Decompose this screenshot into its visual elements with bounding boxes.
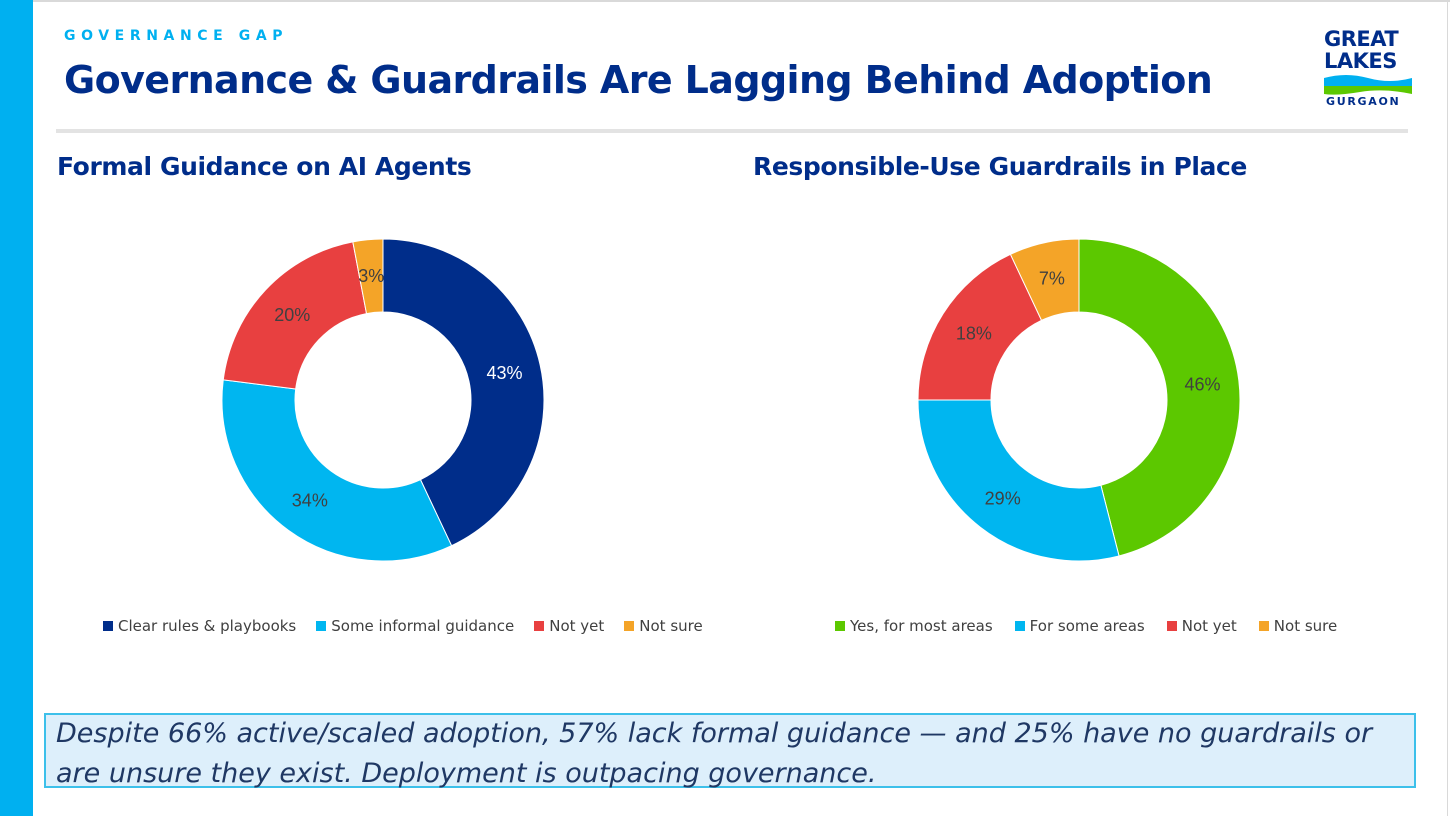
title-divider bbox=[56, 129, 1408, 133]
data-label-0-1: 34% bbox=[292, 491, 328, 511]
legend-label: Some informal guidance bbox=[331, 617, 515, 635]
legend-item-1-1: For some areas bbox=[1014, 617, 1145, 635]
legend-swatch bbox=[835, 621, 845, 631]
data-label-1-1: 29% bbox=[985, 488, 1021, 508]
chart-title-formal-guidance: Formal Guidance on AI Agents bbox=[57, 152, 472, 181]
right-border bbox=[1447, 0, 1448, 816]
donut-slice-1-1 bbox=[917, 399, 1120, 562]
donut-slice-1-0 bbox=[1078, 238, 1241, 557]
legend-label: Not yet bbox=[1181, 617, 1237, 635]
logo-line-3: GURGAON bbox=[1326, 95, 1401, 108]
legend-label: Not sure bbox=[1273, 617, 1338, 635]
legend-item-0-1: Some informal guidance bbox=[316, 617, 514, 635]
data-label-0-2: 20% bbox=[274, 305, 310, 325]
legend-swatch bbox=[103, 621, 113, 631]
legend-item-1-3: Not sure bbox=[1258, 617, 1338, 635]
section-eyebrow: GOVERNANCE GAP bbox=[64, 28, 289, 44]
legend-item-0-3: Not sure bbox=[624, 617, 703, 635]
legend-label: Not yet bbox=[549, 617, 605, 635]
left-accent-bar bbox=[0, 0, 33, 816]
data-label-1-3: 7% bbox=[1039, 268, 1065, 288]
legend-formal-guidance: Clear rules & playbooks Some informal gui… bbox=[103, 617, 703, 635]
legend-item-0-0: Clear rules & playbooks bbox=[103, 617, 296, 635]
legend-swatch bbox=[316, 621, 327, 631]
logo-line-2: LAKES bbox=[1324, 49, 1397, 73]
donut-slice-0-3 bbox=[352, 238, 384, 315]
legend-label: For some areas bbox=[1029, 617, 1145, 635]
chart-title-guardrails: Responsible-Use Guardrails in Place bbox=[753, 152, 1247, 181]
legend-swatch bbox=[534, 621, 545, 631]
callout-text: Despite 66% active/scaled adoption, 57% … bbox=[56, 718, 1373, 789]
logo-wave-icon bbox=[1324, 75, 1412, 95]
callout-box: Despite 66% active/scaled adoption, 57% … bbox=[44, 713, 1416, 789]
legend-label: Yes, for most areas bbox=[850, 617, 993, 635]
slide-title: Governance & Guardrails Are Lagging Behi… bbox=[64, 58, 1213, 102]
data-label-1-0: 46% bbox=[1185, 374, 1221, 394]
donut-slice-1-3 bbox=[1009, 238, 1080, 322]
legend-swatch bbox=[1166, 621, 1177, 631]
donut-slice-0-2 bbox=[222, 241, 368, 390]
legend-guardrails: Yes, for most areas For some areas Not yet… bbox=[835, 617, 1337, 635]
donut-slice-0-1 bbox=[221, 379, 453, 562]
legend-swatch bbox=[624, 621, 635, 631]
data-label-0-0: 43% bbox=[486, 363, 522, 383]
legend-swatch bbox=[1258, 621, 1269, 631]
legend-item-0-2: Not yet bbox=[534, 617, 604, 635]
legend-swatch bbox=[1014, 621, 1025, 631]
donut-slice-1-2 bbox=[917, 253, 1043, 401]
top-border bbox=[33, 0, 1450, 2]
data-label-1-2: 18% bbox=[956, 323, 992, 343]
data-label-0-3: 3% bbox=[358, 266, 384, 286]
legend-label: Not sure bbox=[639, 617, 703, 635]
donut-slice-0-0 bbox=[382, 238, 545, 547]
legend-item-1-0: Yes, for most areas bbox=[835, 617, 993, 635]
great-lakes-logo: GREAT LAKES GURGAON bbox=[1322, 28, 1414, 110]
legend-label: Clear rules & playbooks bbox=[118, 617, 297, 635]
logo-line-1: GREAT bbox=[1324, 27, 1399, 51]
legend-item-1-2: Not yet bbox=[1166, 617, 1237, 635]
